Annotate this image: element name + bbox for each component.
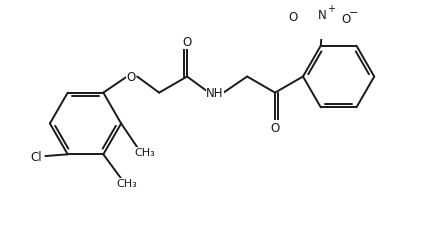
- Text: +: +: [327, 4, 335, 14]
- Text: N: N: [318, 9, 327, 21]
- Text: O: O: [127, 71, 136, 84]
- Text: CH₃: CH₃: [117, 178, 138, 188]
- Text: O: O: [182, 36, 192, 49]
- Text: Cl: Cl: [30, 150, 42, 163]
- Text: CH₃: CH₃: [135, 148, 155, 158]
- Text: NH: NH: [206, 87, 224, 100]
- Text: O: O: [270, 122, 279, 134]
- Text: −: −: [349, 8, 358, 18]
- Text: O: O: [289, 11, 298, 24]
- Text: O: O: [341, 13, 351, 26]
